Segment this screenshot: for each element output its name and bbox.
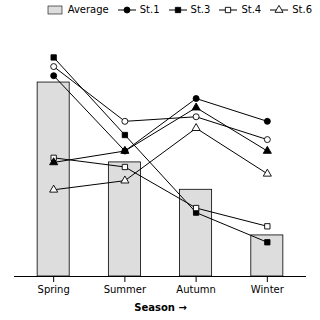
svg-text:Autumn: Autumn (176, 284, 216, 295)
html-text:St.1: St.1 (139, 4, 160, 15)
svg-text:Spring: Spring (38, 284, 70, 295)
html-text:Average: Average (67, 4, 109, 15)
html-text:St.4: St.4 (241, 4, 262, 15)
svg-text:Winter: Winter (251, 284, 285, 295)
svg-text:Summer: Summer (104, 284, 147, 295)
html-text:St.6: St.6 (292, 4, 312, 15)
html-text:St.3: St.3 (190, 4, 211, 15)
svg-text:Season →: Season → (134, 302, 187, 313)
